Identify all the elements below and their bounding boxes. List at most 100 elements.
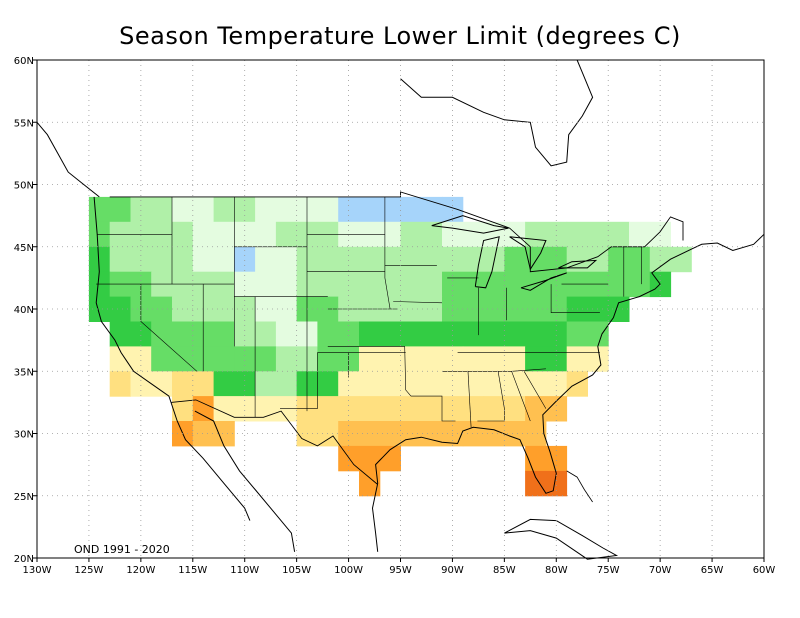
temperature-cell	[296, 246, 381, 273]
temperature-cell	[379, 371, 443, 397]
lat-tick-label: 50N	[14, 181, 34, 192]
temperature-cell	[317, 321, 360, 347]
lat-tick-label: 30N	[14, 430, 34, 441]
temperature-cell	[359, 396, 422, 422]
temperature-cell	[566, 271, 609, 298]
temperature-cell	[338, 445, 381, 472]
temperature-cell	[525, 346, 568, 372]
temperature-cell	[255, 246, 298, 273]
temperature-cell	[109, 271, 152, 298]
temperature-cell	[88, 246, 111, 273]
temperature-cell	[525, 421, 547, 447]
temperature-cell	[525, 396, 568, 422]
lon-tick-label: 90W	[441, 565, 464, 576]
temperature-cell	[88, 296, 131, 322]
temperature-cell	[442, 221, 526, 248]
temperature-cell	[504, 321, 568, 347]
temperature-cell	[172, 396, 194, 422]
temperature-cell	[130, 296, 173, 322]
lon-tick-label: 125W	[74, 565, 103, 576]
temperature-cell	[151, 321, 194, 347]
state-border	[410, 395, 456, 422]
temperature-cell	[88, 271, 111, 298]
temperature-cell	[234, 221, 277, 248]
temperature-cell	[151, 346, 194, 372]
longitude-axis: 130W 125W 120W 115W 110W 105W 100W 95W 90W 85W 80W…	[23, 558, 776, 576]
temperature-cell	[172, 196, 214, 223]
temperature-cell	[442, 271, 505, 298]
temperature-cell	[379, 246, 443, 273]
hudson-bay-coastline	[400, 59, 594, 167]
us-east-gulf-coastline	[371, 233, 765, 552]
lon-tick-label: 95W	[389, 565, 412, 576]
lon-tick-label: 115W	[178, 565, 207, 576]
temperature-cell	[192, 271, 235, 298]
lat-tick-label: 45N	[14, 243, 34, 254]
lon-tick-label: 110W	[230, 565, 259, 576]
us-west-coastline	[93, 196, 172, 403]
lat-tick-label: 20N	[14, 554, 34, 565]
temperature-cell	[192, 421, 235, 447]
temperature-cell	[400, 221, 443, 248]
temperature-cell	[213, 371, 256, 397]
state-border	[477, 371, 505, 422]
temperature-cell	[442, 296, 505, 322]
lat-tick-label: 40N	[14, 305, 34, 316]
temperature-cell	[608, 246, 651, 273]
lon-tick-label: 75W	[597, 565, 620, 576]
temperature-cell	[255, 296, 298, 322]
temperature-cell	[400, 421, 464, 447]
temperature-cell	[255, 196, 298, 223]
temperature-cell	[462, 346, 526, 372]
state-border	[467, 371, 472, 428]
temperature-cell	[379, 271, 443, 298]
state-border	[384, 196, 391, 310]
temperature-cell	[608, 271, 651, 298]
temperature-cell	[566, 371, 588, 397]
temperature-cell	[109, 346, 152, 372]
lat-tick-label: 35N	[14, 367, 34, 378]
lat-tick-label: 55N	[14, 118, 34, 129]
temperature-cell	[442, 196, 464, 223]
temperature-cell	[442, 321, 505, 347]
temperature-cell	[234, 271, 298, 298]
state-border	[550, 284, 600, 313]
lake-michigan	[474, 236, 500, 289]
cuba-coastline	[504, 518, 619, 560]
temperature-cell	[192, 346, 235, 372]
temperature-cell	[566, 221, 630, 248]
lat-tick-label: 60N	[14, 56, 34, 67]
lon-tick-label: 105W	[282, 565, 311, 576]
temperature-cell	[109, 371, 131, 397]
bahamas-outline	[566, 470, 593, 503]
lon-tick-label: 60W	[753, 565, 776, 576]
lon-tick-label: 120W	[126, 565, 155, 576]
lon-tick-label: 100W	[334, 565, 363, 576]
latitude-axis: 20N 25N 30N 35N 40N 45N 50N 55N 60N	[14, 56, 37, 565]
temperature-cell	[338, 196, 381, 223]
state-border	[393, 301, 443, 304]
temperature-cell	[608, 296, 630, 322]
temperature-cell	[192, 246, 235, 273]
temperature-cell	[192, 321, 235, 347]
lon-tick-label: 130W	[23, 565, 52, 576]
temperature-cell	[442, 246, 505, 273]
state-border	[511, 371, 531, 422]
mexico-pacific-coastline	[194, 410, 296, 552]
state-border	[523, 371, 547, 409]
temperature-cell	[296, 196, 339, 223]
temperature-cell	[296, 271, 381, 298]
temperature-cell	[109, 246, 152, 273]
period-label: OND 1991 - 2020	[74, 543, 170, 556]
temperature-cell	[504, 296, 568, 322]
temperature-cell	[421, 396, 485, 422]
mexico-border	[170, 399, 378, 485]
lon-tick-label: 85W	[493, 565, 516, 576]
temperature-cell	[442, 371, 505, 397]
lake-erie	[520, 272, 567, 291]
temperature-cell	[359, 346, 401, 372]
temperature-cell	[566, 346, 609, 372]
gridlines	[37, 60, 764, 558]
lake-superior	[431, 215, 509, 234]
